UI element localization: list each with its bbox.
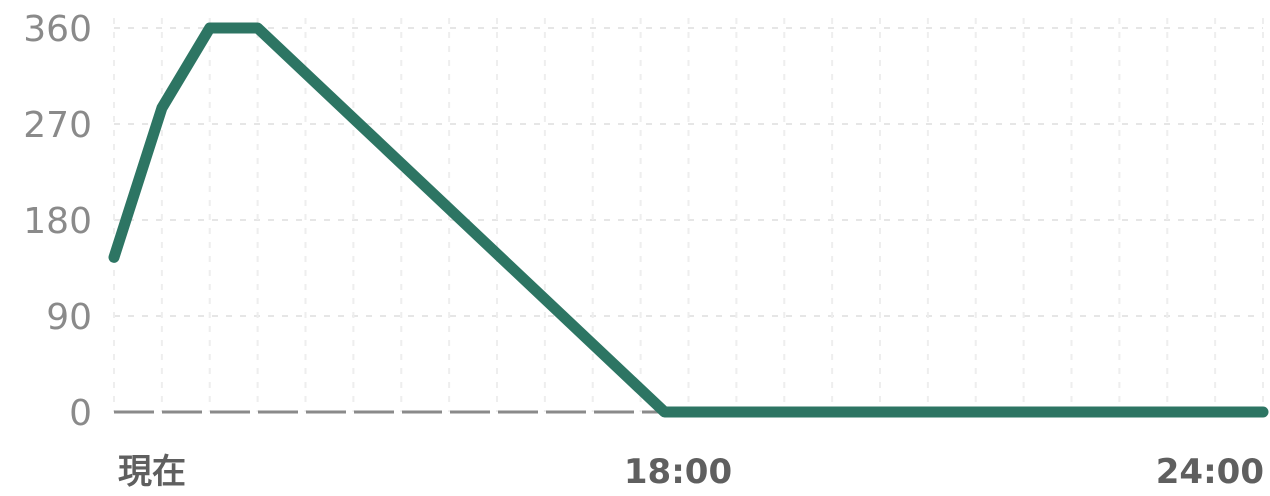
y-axis: 0 90 180 270 360: [23, 9, 92, 434]
grid-layer: [113, 18, 1264, 412]
x-axis: 現在 18:00 24:00: [118, 452, 1264, 492]
y-tick-label: 180: [23, 201, 92, 242]
x-tick-label: 現在: [118, 452, 186, 492]
series-layer: [108, 22, 1269, 418]
y-tick-label: 360: [23, 9, 92, 50]
x-tick-label: 24:00: [1156, 452, 1264, 492]
x-tick-label: 18:00: [624, 452, 732, 492]
series-line: [108, 22, 1269, 418]
y-tick-label: 90: [46, 297, 92, 338]
y-tick-label: 270: [23, 105, 92, 146]
y-tick-label: 0: [69, 393, 92, 434]
